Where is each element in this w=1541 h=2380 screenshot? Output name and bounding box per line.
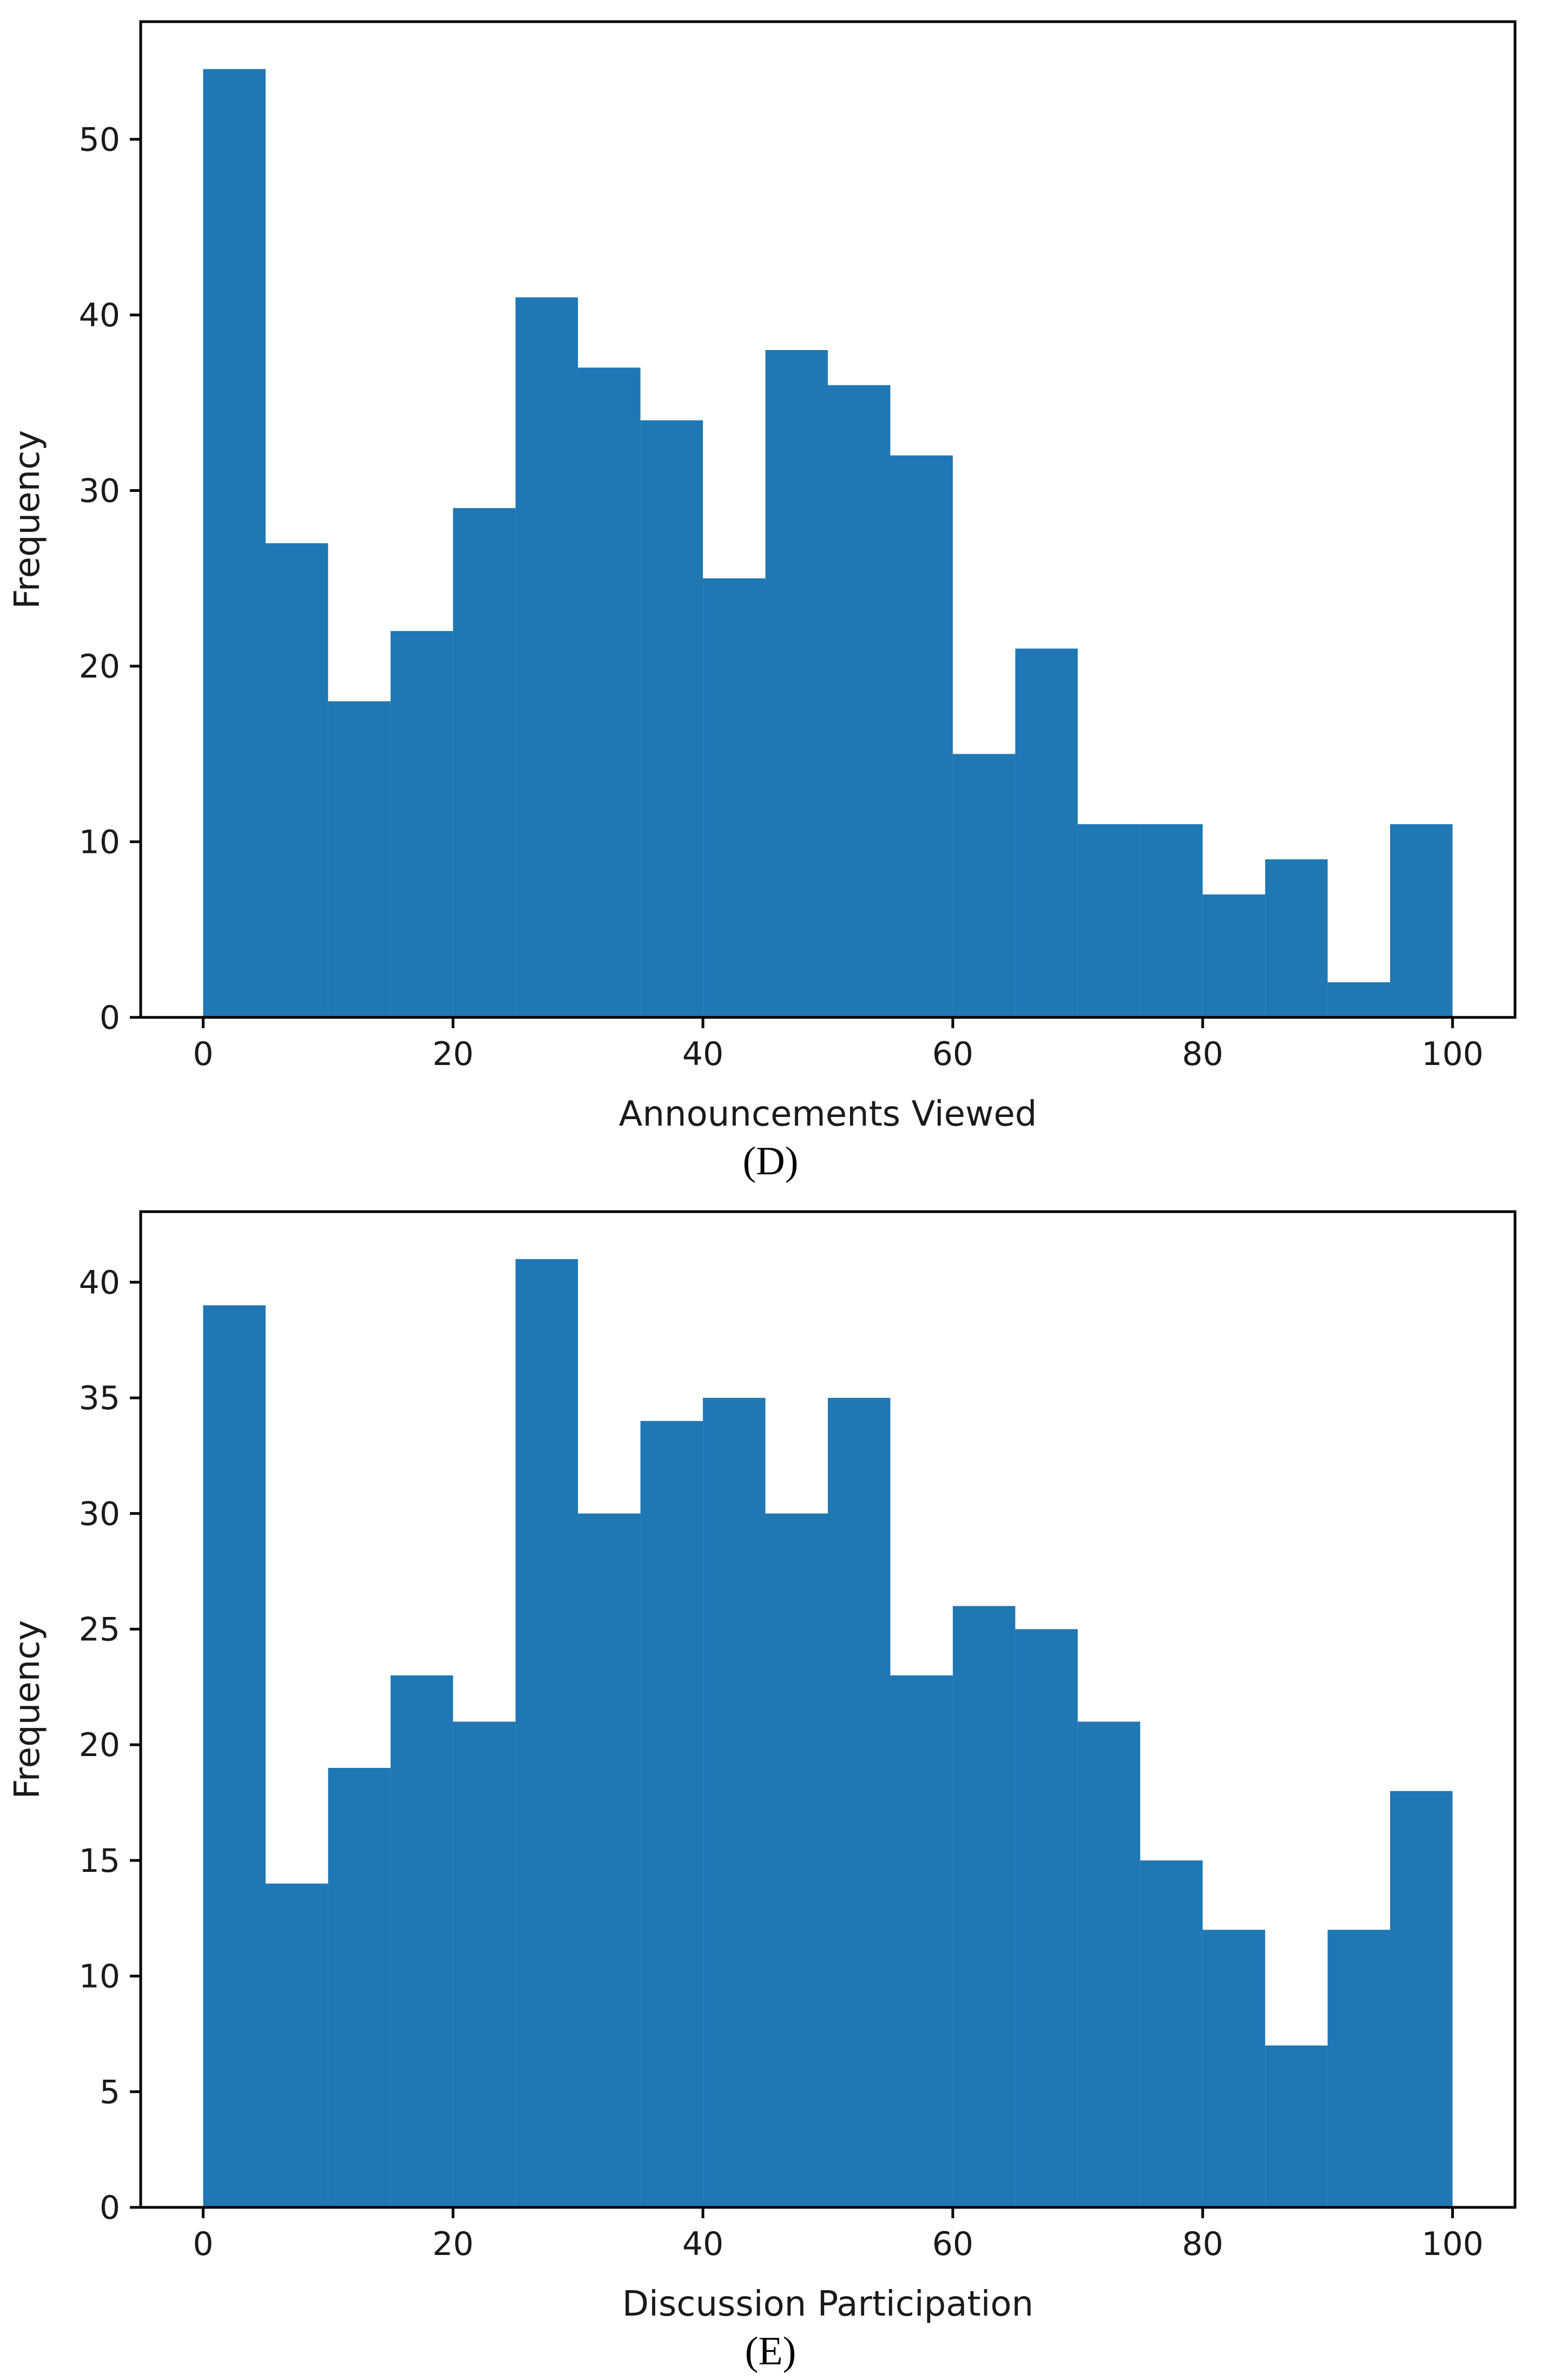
histogram-bar	[515, 297, 578, 1017]
y-tick-label: 15	[79, 1842, 120, 1880]
plot-spines	[139, 1210, 1517, 2209]
histogram-announcements-viewed-plot: 0 20 40 60 80 100 0 10 20 30 40 50 Announcements Vie…	[0, 0, 1541, 1136]
x-tick-label: 20	[432, 2225, 473, 2263]
histogram-bar	[828, 385, 891, 1017]
y-tick-label: 20	[79, 1726, 120, 1764]
histogram-bar	[1390, 1791, 1453, 2208]
histogram-bar	[390, 1675, 453, 2208]
histogram-bar	[1077, 824, 1141, 1017]
histogram-bar	[765, 350, 828, 1017]
x-tick-label: 0	[193, 1035, 213, 1073]
histogram-bar	[265, 1883, 328, 2208]
histogram-bar	[390, 631, 453, 1017]
histogram-bar	[1265, 2045, 1328, 2208]
histogram-bar	[640, 420, 703, 1017]
histogram-bar	[1327, 982, 1391, 1017]
x-tick-label: 20	[432, 1035, 473, 1073]
caption-e: (E)	[745, 2329, 796, 2374]
histogram-bar	[828, 1398, 891, 2208]
histogram-bar	[203, 1305, 266, 2208]
x-tick-label: 80	[1182, 1035, 1223, 1073]
histogram-bar	[1202, 894, 1266, 1017]
y-tick-label: 10	[79, 823, 120, 861]
histogram-bar	[1015, 1629, 1078, 2208]
histogram-bar	[890, 1675, 953, 2208]
caption-d: (D)	[742, 1139, 799, 1184]
y-tick-label: 0	[100, 2189, 120, 2227]
histogram-bar	[203, 69, 266, 1018]
x-tick-label: 0	[193, 2225, 213, 2263]
histogram-bar	[578, 367, 641, 1017]
x-tick-label: 60	[932, 2225, 973, 2263]
x-axis-label: Announcements Viewed	[619, 1094, 1037, 1134]
histogram-bar	[1202, 1930, 1266, 2208]
histogram-bar	[265, 543, 328, 1017]
histogram-bar	[578, 1513, 641, 2208]
y-axis-label: Frequency	[8, 430, 48, 609]
histogram-bar	[1390, 824, 1453, 1017]
histogram-discussion-participation-plot: 0 20 40 60 80 100 0 5 10 15 20 25 30 35 40 Discussion P…	[0, 1190, 1541, 2327]
histogram-bar	[703, 1398, 766, 2208]
x-tick-label: 100	[1421, 2225, 1484, 2263]
histogram-bar	[1327, 1930, 1391, 2208]
histogram-bar	[453, 1721, 516, 2208]
histogram-bar	[515, 1259, 578, 2208]
histogram-bar	[952, 754, 1016, 1017]
histogram-discussion-participation: 0 20 40 60 80 100 0 5 10 15 20 25 30 35 40 Discussion P…	[0, 1190, 1541, 2375]
histogram-bar	[328, 1768, 391, 2208]
y-tick-label: 50	[79, 121, 120, 159]
y-tick-label: 30	[79, 1495, 120, 1533]
histogram-bar	[765, 1513, 828, 2208]
y-tick-label: 40	[79, 1264, 120, 1301]
histogram-bar	[1015, 648, 1078, 1017]
x-axis-label: Discussion Participation	[622, 2284, 1033, 2324]
histogram-bar	[1140, 824, 1203, 1017]
x-tick-label: 100	[1421, 1035, 1484, 1073]
y-tick-label: 0	[100, 999, 120, 1037]
x-tick-label: 80	[1182, 2225, 1223, 2263]
histogram-bar	[1077, 1721, 1141, 2208]
y-tick-label: 35	[79, 1379, 120, 1417]
y-tick-label: 10	[79, 1958, 120, 1996]
y-tick-label: 40	[79, 297, 120, 334]
histogram-bar	[1265, 859, 1328, 1017]
histogram-bar	[1140, 1860, 1203, 2208]
plot-spines	[139, 20, 1517, 1019]
y-tick-label: 30	[79, 472, 120, 510]
histogram-announcements-viewed: 0 20 40 60 80 100 0 10 20 30 40 50 Announcements Vie…	[0, 0, 1541, 1185]
x-tick-label: 40	[682, 2225, 723, 2263]
x-tick-label: 40	[682, 1035, 723, 1073]
histogram-bar	[890, 455, 953, 1017]
histogram-bar	[952, 1606, 1016, 2208]
histogram-bar	[328, 701, 391, 1017]
x-tick-label: 60	[932, 1035, 973, 1073]
histogram-bar	[703, 578, 766, 1017]
y-axis-label: Frequency	[8, 1620, 48, 1799]
histogram-bar	[453, 508, 516, 1017]
y-tick-label: 25	[79, 1611, 120, 1649]
y-tick-label: 20	[79, 648, 120, 686]
histogram-bar	[640, 1421, 703, 2208]
y-tick-label: 5	[100, 2073, 120, 2111]
